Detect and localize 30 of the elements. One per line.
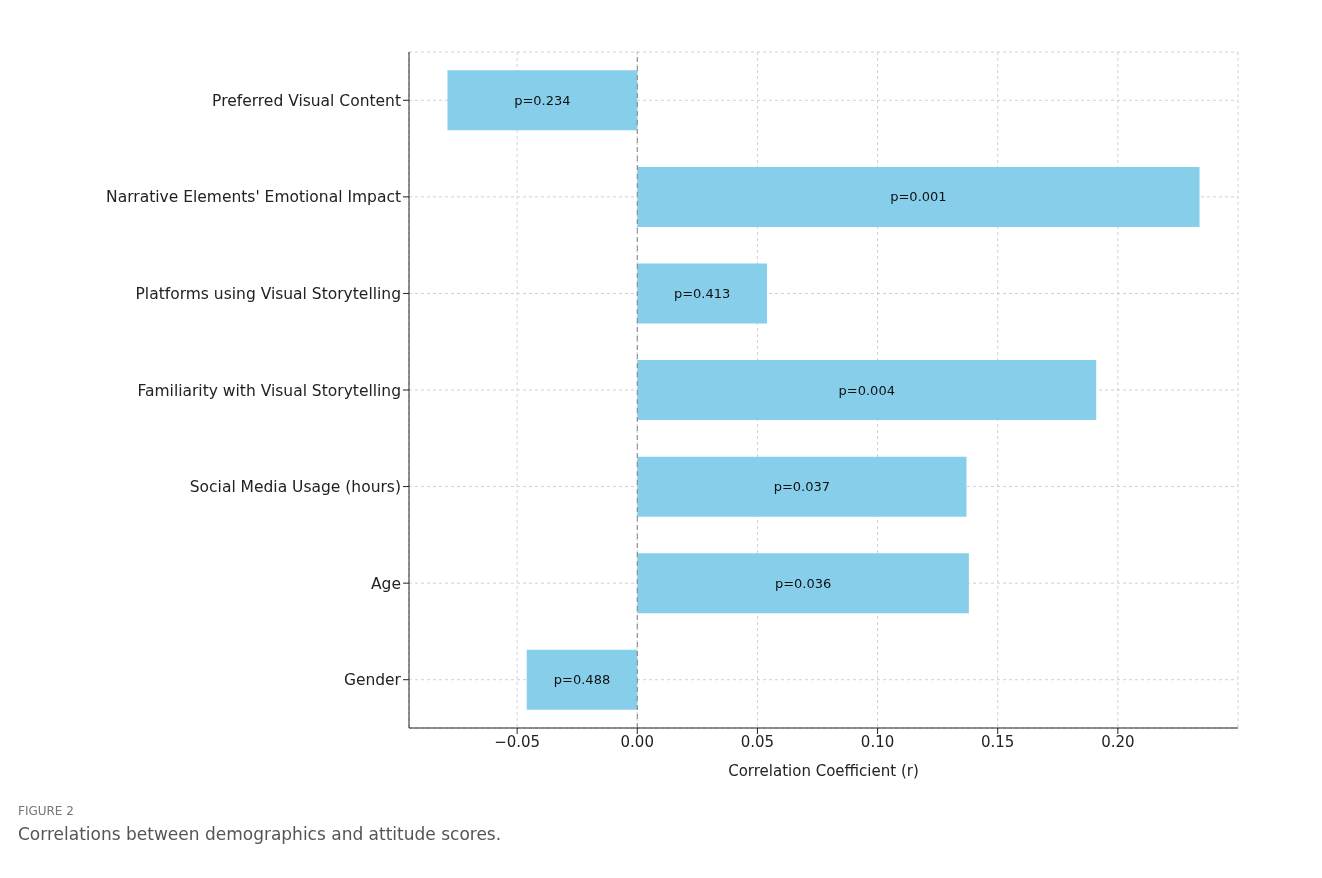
x-axis-title: Correlation Coefficient (r): [728, 762, 919, 780]
annotation: p=0.234: [514, 92, 571, 108]
bar: [637, 263, 768, 324]
x-tick-label: 0.15: [981, 732, 1015, 751]
x-tick-label: 0.05: [740, 732, 775, 751]
bar: [637, 553, 969, 614]
bar: [637, 360, 1097, 421]
annotation: p=0.036: [774, 575, 832, 591]
annotation: p=0.413: [673, 286, 731, 302]
bar: [526, 649, 638, 710]
caption: FIGURE 2: [18, 804, 75, 818]
y-tick-label: Social Media Usage (hours): [189, 478, 401, 497]
x-tick-label: −0.05: [494, 732, 541, 751]
x-tick-label: 0.00: [620, 732, 654, 751]
annotation: p=0.488: [553, 672, 611, 688]
y-tick-label: Narrative Elements' Emotional Impact: [106, 188, 401, 207]
y-tick-label: Preferred Visual Content: [212, 91, 401, 110]
bar: [637, 456, 967, 517]
annotation: p=0.004: [838, 382, 895, 398]
x-tick-label: 0.20: [1101, 732, 1135, 751]
annotation: p=0.037: [773, 479, 831, 495]
y-tick-label: Familiarity with Visual Storytelling: [137, 381, 401, 400]
bar: [447, 70, 638, 131]
y-tick-label: Platforms using Visual Storytelling: [135, 284, 401, 303]
y-tick-label: Age: [371, 574, 401, 593]
annotation: p=0.001: [890, 189, 947, 205]
x-tick-label: 0.10: [860, 732, 895, 751]
y-tick-label: Gender: [343, 671, 402, 690]
bar: [637, 166, 1200, 227]
text: Correlations between demographics and attitude scores.: [18, 824, 503, 844]
